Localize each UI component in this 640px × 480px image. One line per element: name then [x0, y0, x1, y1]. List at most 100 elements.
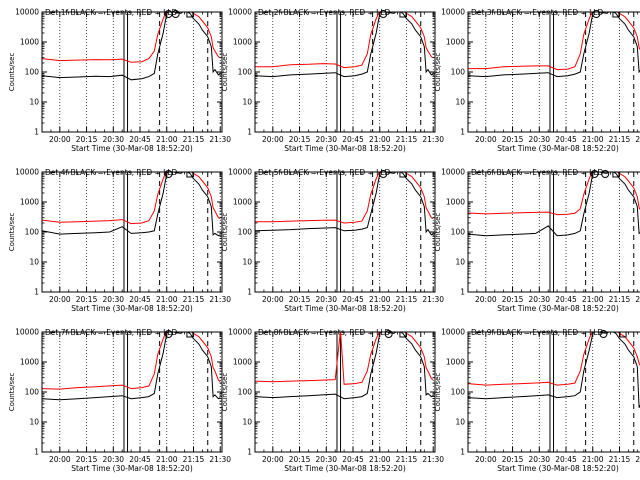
circle-marker: [384, 330, 393, 338]
x-tick-label: 20:00: [475, 455, 497, 464]
circle-marker: [164, 170, 173, 178]
y-axis-label: Counts/sec: [221, 213, 229, 252]
x-tick-label: 20:15: [76, 135, 98, 144]
x-tick-label: 20:15: [502, 455, 524, 464]
x-tick-label: 20:00: [49, 135, 71, 144]
x-axis-label: Start Time (30-Mar-08 18:52:20): [284, 464, 406, 473]
series-group: [255, 172, 434, 236]
panel-5: Det 5f BLACK = Events, RED = LLD11010010…: [221, 168, 444, 314]
y-axis-label: Counts/sec: [434, 213, 442, 252]
x-tick-label: 20:30: [102, 295, 124, 304]
x-tick-label: 20:45: [555, 135, 577, 144]
x-tick-label: 20:00: [49, 455, 71, 464]
y-tick-label: 1000: [233, 198, 252, 207]
panel-7: Det 7f BLACK = Events, RED = LLD11010010…: [8, 328, 231, 474]
y-tick-label: 1: [460, 448, 465, 457]
x-tick-label: 20:15: [289, 295, 311, 304]
x-tick-label: 20:15: [289, 135, 311, 144]
panel-4: Det 4f BLACK = Events, RED = LLD11010010…: [8, 168, 231, 314]
x-tick-label: 21:15: [183, 295, 205, 304]
x-tick-label: 21:30: [209, 135, 231, 144]
x-tick-label: 20:30: [102, 135, 124, 144]
y-tick-label: 10: [455, 418, 465, 427]
y-tick-label: 10000: [15, 168, 39, 177]
series-group: [42, 12, 221, 81]
x-tick-label: 20:00: [475, 295, 497, 304]
lld-series-line: [255, 172, 434, 224]
series-group: [255, 332, 434, 400]
x-tick-label: 20:00: [262, 455, 284, 464]
events-series-line: [42, 172, 221, 237]
x-tick-label: 20:00: [475, 135, 497, 144]
x-axis-label: Start Time (30-Mar-08 18:52:20): [497, 144, 619, 153]
y-tick-label: 1000: [446, 198, 465, 207]
y-tick-label: 100: [25, 228, 40, 237]
y-tick-label: 10000: [441, 168, 465, 177]
x-tick-label: 21:15: [396, 295, 418, 304]
x-axis-label: Start Time (30-Mar-08 18:52:20): [497, 464, 619, 473]
x-tick-label: 21:30: [422, 135, 444, 144]
lld-series-line: [42, 12, 221, 63]
y-tick-label: 100: [238, 68, 253, 77]
plot-frame: [41, 331, 223, 453]
x-axis-label: Start Time (30-Mar-08 18:52:20): [497, 304, 619, 313]
x-tick-label: 20:45: [555, 455, 577, 464]
x-tick-label: 21:30: [635, 135, 640, 144]
x-tick-label: 20:15: [289, 455, 311, 464]
y-tick-label: 1000: [446, 38, 465, 47]
y-tick-label: 10000: [15, 8, 39, 17]
x-tick-label: 21:15: [609, 135, 631, 144]
x-axis-label: Start Time (30-Mar-08 18:52:20): [284, 304, 406, 313]
x-tick-label: 20:30: [315, 455, 337, 464]
panel-2: Det 2f BLACK = Events, RED = LLD11010010…: [221, 8, 444, 154]
x-tick-label: 21:00: [582, 295, 604, 304]
y-axis-label: Counts/sec: [8, 373, 16, 412]
lld-series-line: [42, 172, 221, 225]
x-axis-label: Start Time (30-Mar-08 18:52:20): [71, 144, 193, 153]
events-series-line: [255, 172, 434, 236]
x-tick-label: 21:30: [635, 295, 640, 304]
lld-series-line: [255, 332, 434, 385]
panel-3: Det 3f BLACK = Events, RED = LLD11010010…: [434, 8, 640, 153]
y-tick-label: 100: [451, 388, 466, 397]
x-tick-label: 21:00: [582, 455, 604, 464]
x-tick-label: 20:30: [102, 455, 124, 464]
x-tick-label: 20:30: [528, 135, 550, 144]
x-tick-label: 21:15: [183, 455, 205, 464]
y-tick-label: 1000: [233, 358, 252, 367]
x-tick-label: 21:30: [635, 455, 640, 464]
x-tick-label: 21:00: [369, 455, 391, 464]
y-tick-label: 10: [455, 258, 465, 267]
x-tick-label: 21:15: [609, 455, 631, 464]
y-tick-label: 1: [34, 288, 39, 297]
x-tick-label: 20:30: [315, 135, 337, 144]
panel-9: Det 9f BLACK = Events, RED = LLD11010010…: [434, 328, 640, 473]
y-tick-label: 100: [238, 228, 253, 237]
plot-frame: [41, 171, 223, 293]
y-axis-label: Counts/sec: [8, 213, 16, 252]
y-tick-label: 10: [29, 258, 39, 267]
events-series-line: [255, 12, 434, 78]
y-tick-label: 1000: [233, 38, 252, 47]
series-group: [255, 12, 434, 78]
y-tick-label: 10000: [228, 8, 252, 17]
y-axis-label: Counts/sec: [434, 373, 442, 412]
y-tick-label: 10000: [228, 168, 252, 177]
x-tick-label: 21:00: [369, 295, 391, 304]
y-axis-label: Counts/sec: [221, 53, 229, 92]
y-tick-label: 100: [451, 228, 466, 237]
x-tick-label: 21:15: [183, 135, 205, 144]
y-tick-label: 1: [460, 128, 465, 137]
x-tick-label: 20:45: [129, 455, 151, 464]
x-tick-label: 20:00: [49, 295, 71, 304]
y-tick-label: 10: [29, 98, 39, 107]
y-tick-label: 1000: [20, 358, 39, 367]
x-tick-label: 21:00: [156, 455, 178, 464]
x-tick-label: 20:45: [342, 295, 364, 304]
x-tick-label: 21:15: [609, 295, 631, 304]
y-axis-label: Counts/sec: [221, 373, 229, 412]
y-tick-label: 1: [34, 128, 39, 137]
x-tick-label: 20:30: [528, 295, 550, 304]
x-axis-label: Start Time (30-Mar-08 18:52:20): [284, 144, 406, 153]
x-axis-label: Start Time (30-Mar-08 18:52:20): [71, 464, 193, 473]
